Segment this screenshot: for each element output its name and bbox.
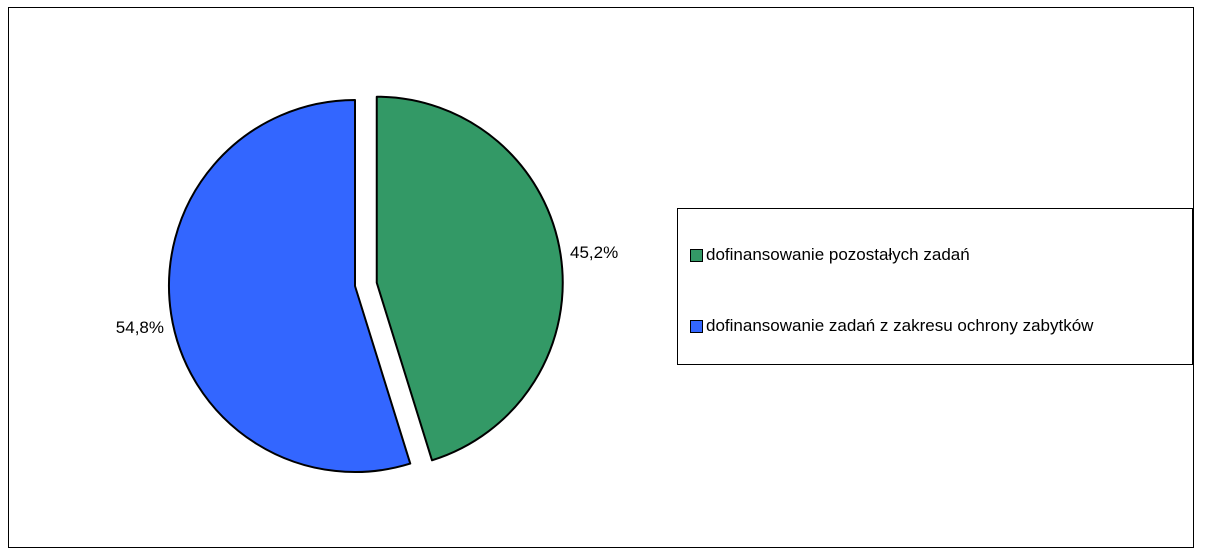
legend-item-pozostale: dofinansowanie pozostałych zadań	[690, 245, 970, 265]
legend-swatch-zabytki	[690, 319, 703, 333]
legend-item-zabytki: dofinansowanie zadań z zakresu ochrony z…	[690, 316, 1093, 336]
data-label-zabytki: 54,8%	[116, 318, 164, 337]
pie-slice-pozostale	[375, 95, 564, 462]
legend-label-zabytki: dofinansowanie zadań z zakresu ochrony z…	[706, 316, 1094, 335]
legend-label-pozostale: dofinansowanie pozostałych zadań	[706, 245, 970, 264]
legend: dofinansowanie pozostałych zadań dofinan…	[677, 208, 1193, 365]
data-label-pozostale: 45,2%	[570, 243, 618, 262]
pie-slice-zabytki	[167, 99, 412, 473]
legend-swatch-pozostale	[690, 248, 703, 262]
